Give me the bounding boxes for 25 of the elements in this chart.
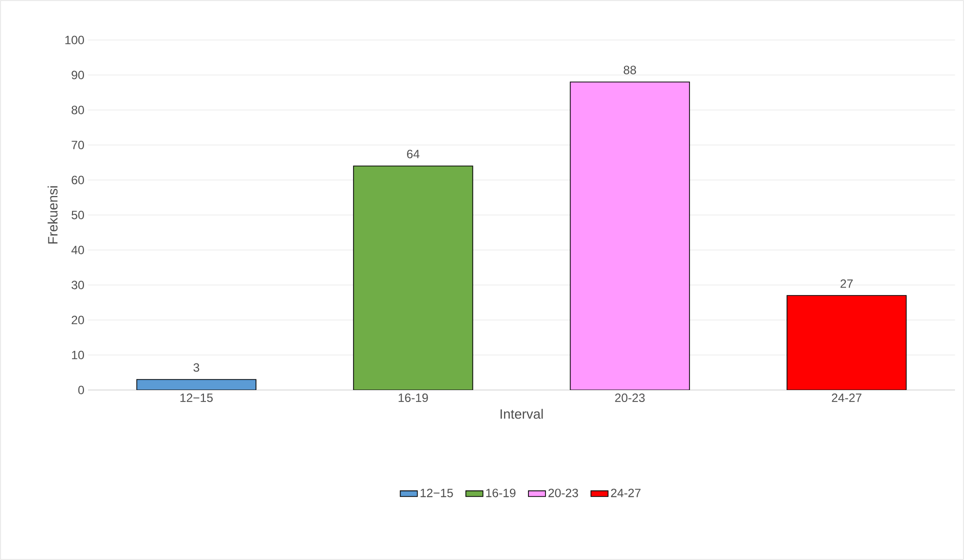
x-axis-title: Interval	[500, 408, 543, 419]
y-tick-label: 80	[72, 106, 84, 114]
legend-label: 16-19	[486, 488, 516, 498]
legend-label: 24-27	[611, 488, 641, 498]
data-label: 88	[624, 66, 636, 74]
legend-label: 20-23	[548, 488, 578, 498]
y-tick-label: 90	[72, 70, 84, 80]
data-label: 64	[407, 150, 420, 158]
x-tick-label: 20-23	[615, 394, 645, 402]
legend-label: 12−15	[420, 488, 453, 498]
data-label: 27	[840, 279, 853, 288]
x-tick-label: 12−15	[180, 394, 213, 402]
y-tick-label: 40	[71, 246, 84, 254]
y-tick-label: 100	[65, 36, 84, 44]
data-label: 3	[193, 363, 200, 372]
y-axis-title: Frekuensi	[48, 186, 58, 244]
y-tick-label: 10	[72, 350, 84, 360]
y-tick-label: 30	[72, 280, 84, 290]
x-tick-label: 24-27	[832, 394, 862, 402]
y-tick-label: 0	[78, 386, 84, 394]
y-tick-label: 70	[72, 140, 84, 150]
y-tick-label: 50	[72, 210, 84, 220]
y-tick-label: 60	[72, 176, 84, 184]
y-tick-label: 20	[72, 316, 84, 324]
x-tick-label: 16-19	[398, 394, 428, 402]
